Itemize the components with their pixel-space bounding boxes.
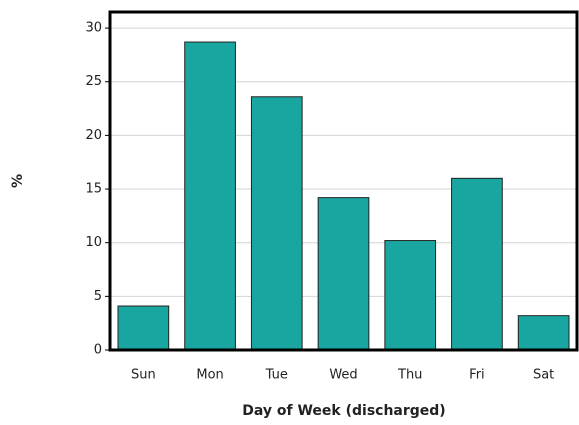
x-tick-label: Sat: [533, 368, 554, 383]
x-tick-label: Mon: [196, 368, 223, 383]
bar: [250, 96, 303, 351]
bar: [451, 177, 503, 351]
x-tick-label: Tue: [265, 368, 288, 383]
y-tick-label: 15: [85, 182, 102, 197]
x-tick-label: Fri: [469, 368, 485, 383]
y-tick-label: 25: [85, 74, 102, 89]
bar: [317, 197, 370, 351]
x-tick-label: Wed: [329, 368, 357, 383]
plot-frame: [108, 10, 579, 352]
y-tick-label: 5: [94, 289, 102, 304]
x-tick-label: Sun: [131, 368, 156, 383]
bar: [384, 240, 437, 351]
y-tick-label: 20: [85, 128, 102, 143]
y-tick-label: 0: [94, 343, 102, 358]
x-axis-title: Day of Week (discharged): [242, 403, 445, 419]
bar: [117, 305, 170, 351]
y-tick-label: 10: [85, 235, 102, 250]
y-tick-label: 30: [85, 21, 102, 36]
bar: [517, 315, 570, 351]
x-tick-label: Thu: [397, 368, 422, 383]
y-axis-title: %: [10, 174, 26, 188]
bar: [184, 41, 236, 351]
